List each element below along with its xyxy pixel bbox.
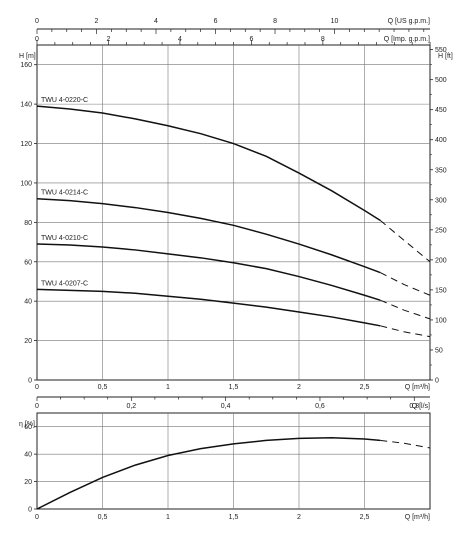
efficiency-x-tick-label: 1,5 [229, 514, 239, 521]
efficiency-x-axis-label: Q [m³/h] [405, 514, 430, 521]
head-ft-tick-label: 400 [435, 137, 447, 144]
head-m-tick-label: 140 [20, 102, 32, 109]
efficiency-tick-label: 40 [24, 452, 32, 459]
efficiency-x-tick-label: 0 [35, 514, 39, 521]
head-x-tick-label: 1 [166, 384, 170, 391]
efficiency-curve [36, 436, 431, 510]
efficiency-axis-label: η [%] [19, 421, 35, 428]
ls-tick-label: 0,2 [126, 403, 136, 410]
imp-gpm-tick-label: 0 [35, 36, 39, 43]
head-ft-tick-label: 550 [435, 47, 447, 54]
efficiency-x-tick-label: 2,5 [360, 514, 370, 521]
head-curve-extension [379, 272, 431, 296]
head-m-tick-label: 120 [20, 141, 32, 148]
efficiency-gridlines [37, 413, 430, 509]
us-gpm-tick-label: 4 [154, 18, 158, 25]
ls-tick-label: 0,4 [221, 403, 231, 410]
us-gpm-tick-label: 8 [273, 18, 277, 25]
efficiency-line [36, 436, 381, 510]
head-curve [36, 243, 381, 301]
efficiency-x-ticks: 0 0,5 1 1,5 2 2,5 [35, 514, 369, 521]
curve-label: TWU 4-0220-C [41, 97, 88, 104]
head-ft-tick-label: 0 [435, 378, 439, 385]
head-ft-tick-label: 250 [435, 227, 447, 234]
head-curve [36, 197, 381, 274]
head-curve [36, 288, 381, 327]
head-m-tick-label: 100 [20, 180, 32, 187]
efficiency-x-tick-label: 2 [297, 514, 301, 521]
head-m-axis-label: H [m] [19, 53, 36, 60]
head-gridlines [37, 45, 430, 380]
efficiency-x-tick-label: 0,5 [98, 514, 108, 521]
head-curve [36, 105, 381, 222]
head-m-tick-label: 0 [28, 378, 32, 385]
imp-gpm-tick-label: 6 [249, 36, 253, 43]
efficiency-x-tick-label: 1 [166, 514, 170, 521]
head-curve-extension [380, 325, 431, 338]
head-curve-extension [379, 219, 431, 263]
head-ft-axis-label: H [ft] [438, 53, 453, 60]
efficiency-ticks: 0 20 40 60 [24, 424, 37, 514]
ls-tick-label: 0,8 [409, 403, 419, 410]
efficiency-tick-label: 60 [24, 424, 32, 431]
us-gpm-ticks: 0 2 4 6 8 10 [35, 18, 425, 34]
us-gpm-tick-label: 6 [214, 18, 218, 25]
imp-gpm-tick-label: 2 [107, 36, 111, 43]
head-ft-ticks: 0 50 100 150 200 250 300 350 400 450 500 550 [430, 47, 447, 385]
head-ft-tick-label: 100 [435, 317, 447, 324]
head-m-tick-label: 40 [24, 299, 32, 306]
imp-gpm-axis-label: Q [Imp. g.p.m.] [384, 36, 430, 43]
head-x-tick-label: 2,5 [360, 384, 370, 391]
head-m-ticks: 0 20 40 60 80 100 120 140 160 [20, 62, 37, 385]
imp-gpm-ticks: 0 2 4 6 8 [35, 36, 431, 45]
head-x-ticks: 0 0,5 1 1,5 2 2,5 [35, 384, 369, 391]
head-m-tick-label: 160 [20, 62, 32, 69]
head-m-tick-label: 60 [24, 259, 32, 266]
curve-label: TWU 4-0214-C [41, 190, 88, 197]
head-m-tick-label: 20 [24, 338, 32, 345]
head-ft-tick-label: 450 [435, 107, 447, 114]
efficiency-tick-label: 20 [24, 479, 32, 486]
head-ft-tick-label: 150 [435, 287, 447, 294]
head-curves [36, 105, 431, 338]
head-ft-tick-label: 200 [435, 257, 447, 264]
us-gpm-tick-label: 10 [331, 18, 339, 25]
ls-tick-label: 0 [35, 403, 39, 410]
us-gpm-tick-label: 2 [95, 18, 99, 25]
head-ft-tick-label: 50 [435, 347, 443, 354]
head-curve-labels: TWU 4-0220-C TWU 4-0214-C TWU 4-0210-C TWU … [41, 97, 88, 287]
efficiency-tick-label: 0 [28, 507, 32, 514]
imp-gpm-tick-label: 8 [321, 36, 325, 43]
head-x-tick-label: 0,5 [98, 384, 108, 391]
head-curve-extension [380, 299, 431, 320]
curve-label: TWU 4-0210-C [41, 235, 88, 242]
ls-axis-label: Q [l/s] [412, 403, 430, 410]
efficiency-line-extension [380, 439, 431, 449]
head-m-tick-label: 80 [24, 220, 32, 227]
curve-label: TWU 4-0207-C [41, 280, 88, 287]
head-ft-tick-label: 500 [435, 77, 447, 84]
head-x-axis-label: Q [m³/h] [405, 384, 430, 391]
head-x-tick-label: 1,5 [229, 384, 239, 391]
imp-gpm-tick-label: 4 [178, 36, 182, 43]
head-x-tick-label: 0 [35, 384, 39, 391]
ls-tick-label: 0,6 [315, 403, 325, 410]
head-ft-tick-label: 350 [435, 167, 447, 174]
head-x-tick-label: 2 [297, 384, 301, 391]
ls-ticks: 0 0,2 0,4 0,6 0,8 [35, 397, 419, 410]
us-gpm-tick-label: 0 [35, 18, 39, 25]
us-gpm-axis-label: Q [US g.p.m.] [388, 18, 430, 25]
head-ft-tick-label: 300 [435, 197, 447, 204]
